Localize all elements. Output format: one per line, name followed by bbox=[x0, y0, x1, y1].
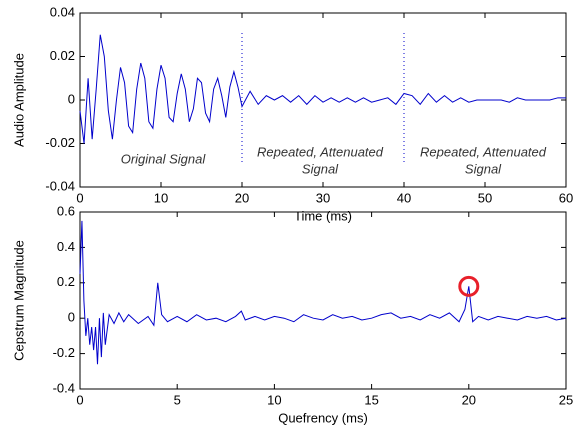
y-axis-label: Cepstrum Magnitude bbox=[11, 240, 26, 361]
y-tick-label: -0.04 bbox=[45, 178, 75, 193]
x-tick-label: 10 bbox=[267, 392, 281, 407]
x-tick-label: 30 bbox=[316, 190, 330, 205]
highlight-circle bbox=[458, 275, 480, 297]
x-tick-label: 0 bbox=[76, 392, 83, 407]
x-tick-label: 25 bbox=[559, 392, 573, 407]
annotation: Repeated, Attenuated bbox=[420, 144, 547, 159]
annotation: Original Signal bbox=[121, 151, 207, 166]
x-axis-label: Time (ms) bbox=[294, 208, 352, 223]
x-tick-label: 20 bbox=[462, 392, 476, 407]
y-tick-label: 0.4 bbox=[57, 239, 75, 254]
y-tick-label: -0.4 bbox=[53, 380, 75, 395]
x-tick-label: 40 bbox=[397, 190, 411, 205]
x-tick-label: 20 bbox=[235, 190, 249, 205]
x-tick-label: 60 bbox=[559, 190, 573, 205]
x-axis-label: Quefrency (ms) bbox=[278, 410, 368, 425]
x-tick-label: 50 bbox=[478, 190, 492, 205]
x-tick-label: 0 bbox=[76, 190, 83, 205]
y-tick-label: 0 bbox=[68, 91, 75, 106]
signal-line bbox=[79, 34, 566, 144]
x-tick-label: 5 bbox=[174, 392, 181, 407]
signal-line bbox=[79, 220, 567, 365]
y-tick-label: -0.2 bbox=[53, 345, 75, 360]
axes-box bbox=[79, 211, 567, 390]
x-tick-label: 15 bbox=[364, 392, 378, 407]
y-tick-label: 0.6 bbox=[57, 203, 75, 218]
y-tick-label: 0.2 bbox=[57, 274, 75, 289]
y-tick-label: 0 bbox=[68, 310, 75, 325]
y-tick-label: 0.04 bbox=[50, 4, 75, 19]
y-axis-label: Audio Amplitude bbox=[11, 53, 26, 147]
x-tick-label: 10 bbox=[154, 190, 168, 205]
annotation: Signal bbox=[302, 161, 339, 176]
annotation: Signal bbox=[465, 161, 502, 176]
y-tick-label: 0.02 bbox=[50, 48, 75, 63]
y-tick-label: -0.02 bbox=[45, 135, 75, 150]
annotation: Repeated, Attenuated bbox=[257, 144, 384, 159]
